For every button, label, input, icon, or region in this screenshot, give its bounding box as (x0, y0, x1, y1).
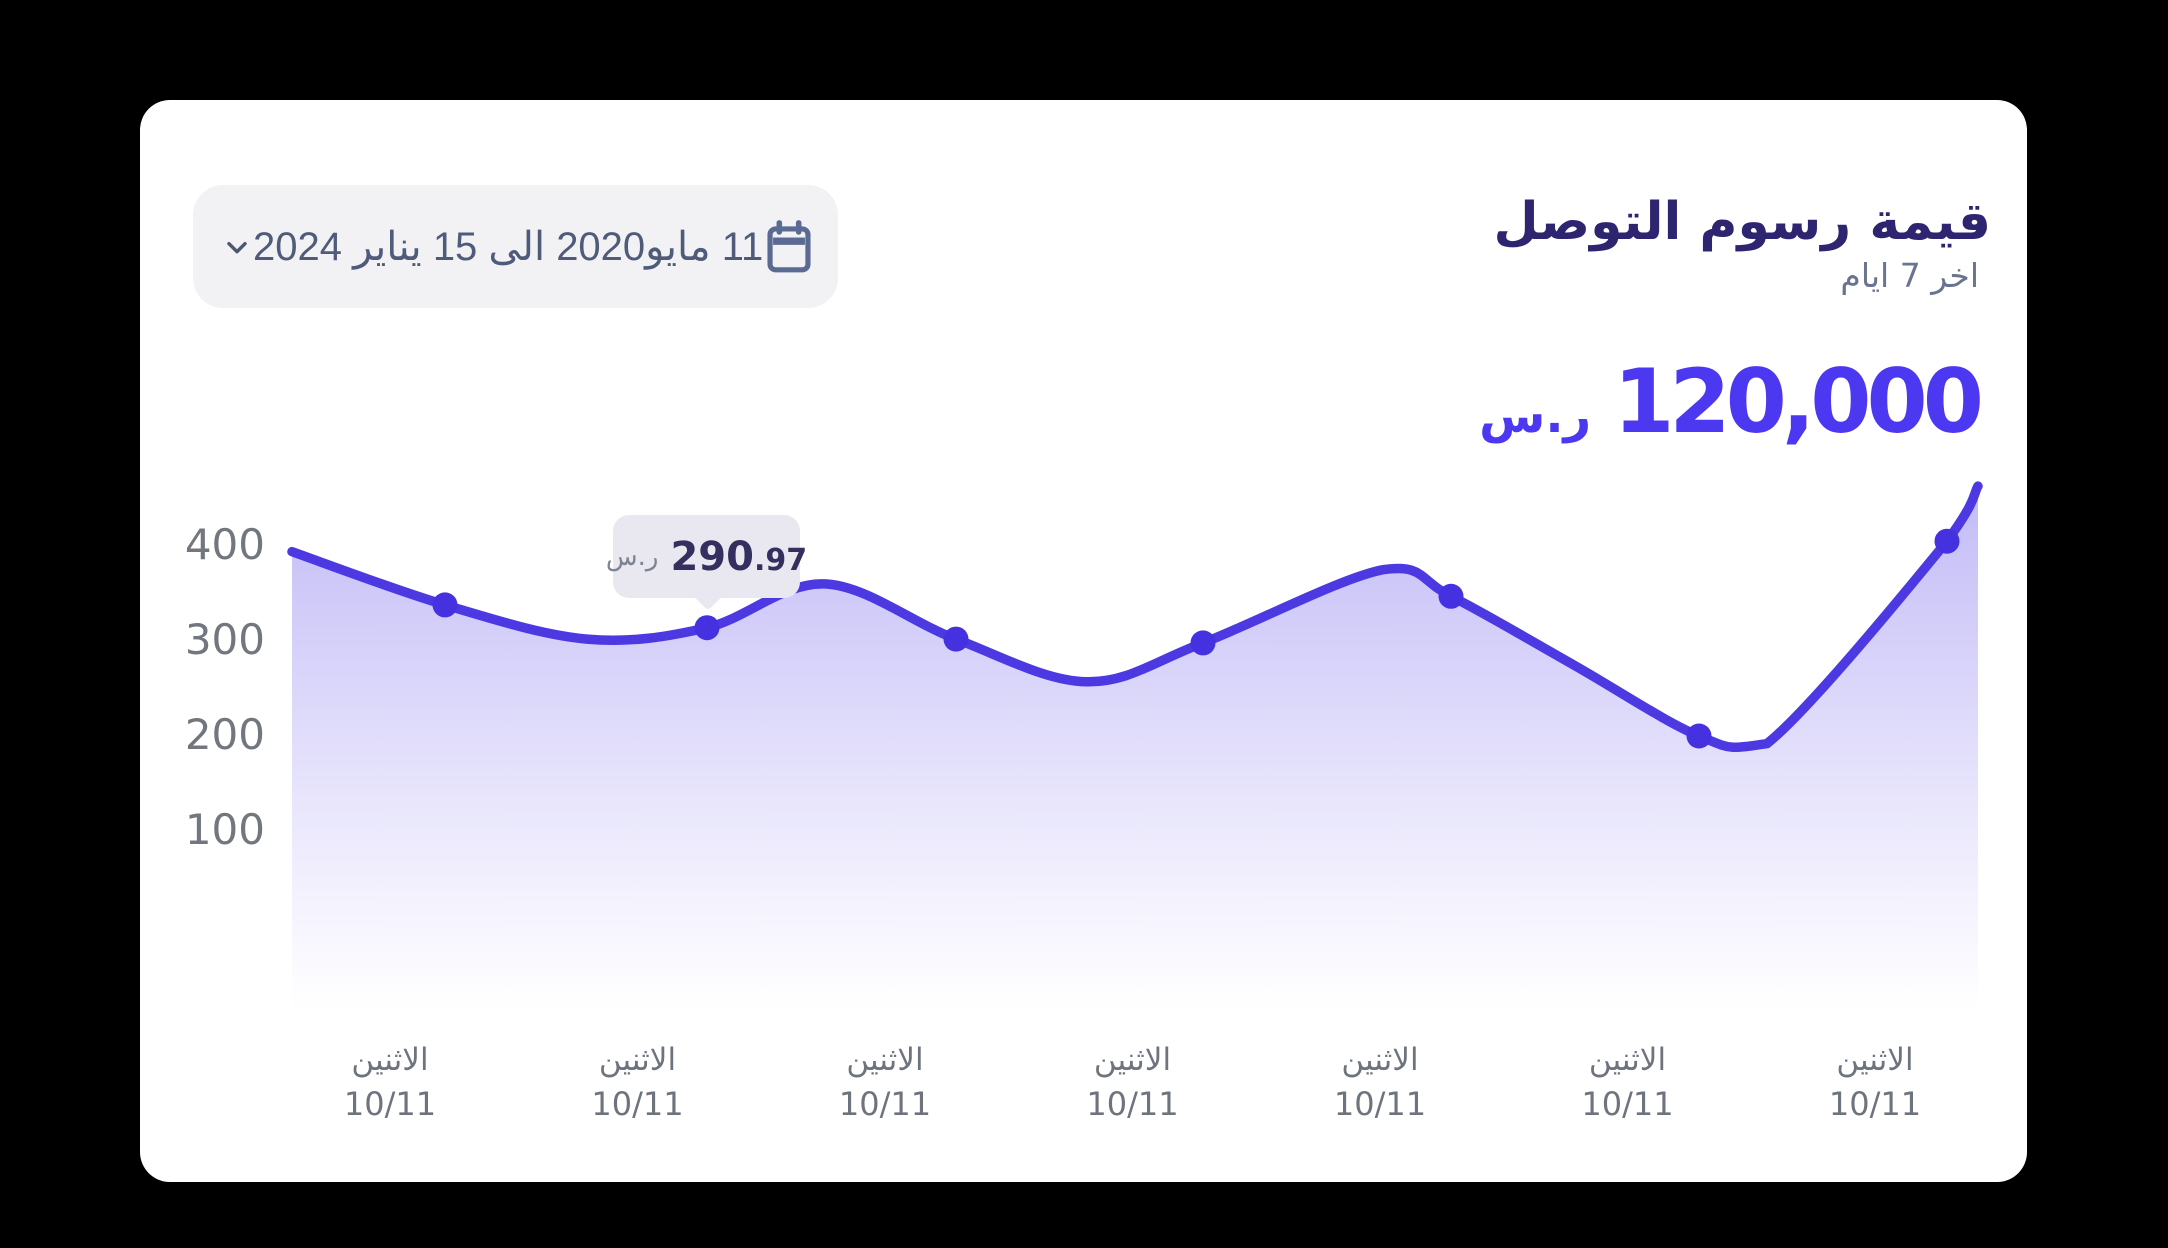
tooltip-currency: ر.س (605, 541, 659, 572)
data-point[interactable] (1686, 723, 1712, 749)
x-label-day: الاثنين (1836, 1042, 1914, 1078)
y-axis-label: 200 (184, 710, 265, 759)
area-fill (292, 486, 1978, 1011)
y-axis-label: 300 (184, 615, 265, 664)
x-label-day: الاثنين (1093, 1042, 1172, 1078)
chart-plot-area (287, 480, 1983, 1011)
tooltip-value: 290 .97 (670, 533, 808, 580)
x-axis-label: الاثنين 10/11 (1581, 1038, 1673, 1126)
data-point[interactable] (694, 615, 720, 641)
date-range-button[interactable]: 11 مايو2020 الى 15 يناير 2024 (193, 185, 838, 308)
tooltip: ر.س 290 .97 (606, 515, 807, 598)
x-label-day: الاثنين (351, 1042, 429, 1078)
x-label-day: الاثنين (846, 1042, 924, 1078)
x-label-date: 10/11 (1581, 1085, 1674, 1123)
x-axis-label: الاثنين 10/11 (344, 1038, 436, 1126)
total-amount: 120,000 (1613, 350, 1984, 453)
chevron-down-icon (221, 231, 253, 263)
x-axis-label: الاثنين 10/11 (1829, 1038, 1921, 1126)
data-points (432, 528, 1960, 749)
data-point[interactable] (1438, 583, 1464, 609)
data-point[interactable] (943, 626, 969, 652)
currency-label: ر.س (1479, 388, 1592, 444)
y-axis-label: 400 (184, 520, 265, 569)
x-axis-label: الاثنين 10/11 (1086, 1038, 1178, 1126)
y-axis-label: 100 (184, 805, 265, 854)
x-label-date: 10/11 (591, 1085, 684, 1123)
x-label-date: 10/11 (1828, 1085, 1922, 1123)
data-point[interactable] (1934, 528, 1960, 554)
x-label-date: 10/11 (343, 1085, 437, 1123)
x-axis: الاثنين 10/11 الاثنين 10/11 الاثنين 10/11 الاث… (292, 1038, 1978, 1158)
x-label-date: 10/11 (838, 1085, 932, 1123)
data-point[interactable] (1190, 630, 1216, 656)
x-label-day: الاثنين (1341, 1042, 1419, 1078)
x-label-date: 10/11 (1333, 1085, 1427, 1123)
x-label-date: 10/11 (1086, 1085, 1179, 1123)
calendar-icon (763, 219, 815, 275)
data-point[interactable] (432, 592, 458, 618)
date-range-label: 11 مايو2020 الى 15 يناير 2024 (253, 224, 764, 269)
x-label-day: الاثنين (1588, 1042, 1667, 1078)
subtitle-last-7-days: اخر 7 ايام (1840, 256, 1979, 295)
x-axis-label: الاثنين 10/11 (839, 1038, 931, 1126)
x-axis-label: الاثنين 10/11 (591, 1038, 683, 1126)
total-value: ر.س 120,000 (1479, 350, 1984, 466)
x-axis-label: الاثنين 10/11 (1334, 1038, 1426, 1126)
fees-chart-card: قيمة رسوم التوصل اخر 7 ايام ر.س 120,000 … (140, 100, 2027, 1182)
page-title: قيمة رسوم التوصل (1493, 192, 1991, 252)
x-label-day: الاثنين (598, 1042, 677, 1078)
